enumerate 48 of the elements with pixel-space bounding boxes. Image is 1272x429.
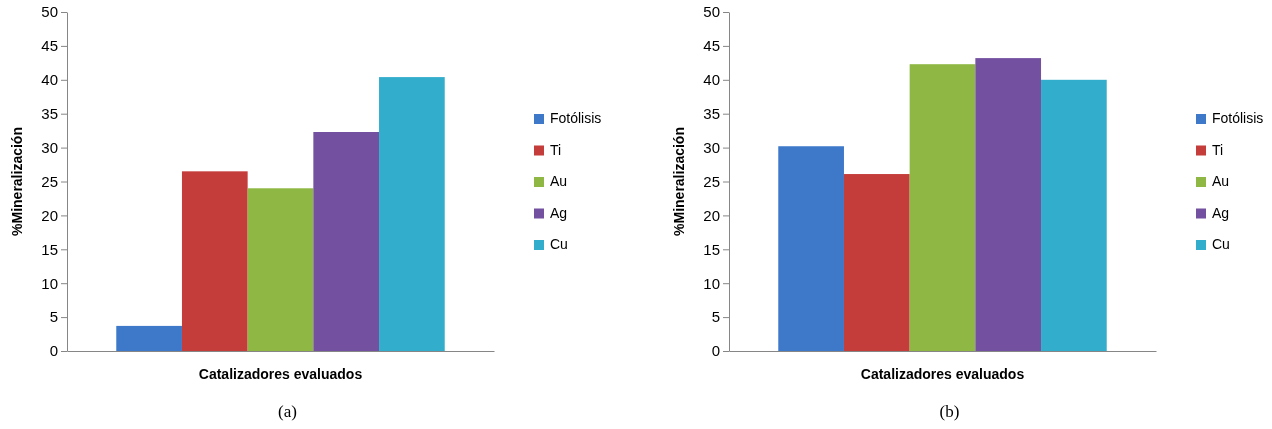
bar (313, 132, 380, 351)
y-tick-label: 45 (703, 37, 720, 55)
y-tick-label: 30 (703, 138, 720, 156)
y-tick-label: 5 (49, 308, 58, 326)
y-tick-label: 15 (41, 240, 58, 258)
text: (b) (939, 402, 960, 421)
y-tick-label: 50 (41, 3, 58, 21)
y-tick-label: 5 (711, 308, 720, 326)
y-tick-label: 35 (41, 105, 58, 122)
legend-label: Ag (550, 204, 568, 221)
y-tick-label: 15 (703, 240, 720, 258)
bar (379, 77, 445, 351)
y-tick-label: 10 (41, 274, 58, 292)
bar (247, 188, 314, 351)
legend-label: Ag (1212, 204, 1230, 221)
y-tick-label: 45 (41, 37, 58, 55)
bar (975, 58, 1042, 351)
y-tick-label: 25 (41, 172, 58, 190)
y-tick-label: 0 (711, 342, 720, 360)
y-tick-label: 10 (703, 274, 720, 292)
legend-label: Au (550, 173, 568, 189)
x-axis-title: Catalizadores evaluados (198, 366, 363, 382)
legend-label: Fotólisis (1212, 110, 1264, 126)
y-tick-label: 35 (703, 105, 720, 122)
legend-label: Fotólisis (550, 110, 602, 126)
legend-label: Cu (550, 236, 568, 252)
legend-label: Ti (550, 141, 562, 158)
y-tick-label: 20 (41, 206, 58, 224)
legend-label: Ti (1212, 141, 1224, 158)
y-tick-label: 20 (703, 206, 720, 224)
y-axis-title: %Mineralización (9, 127, 25, 236)
y-tick-label: 30 (41, 138, 58, 156)
bar (116, 325, 182, 351)
bar (1041, 79, 1107, 351)
y-tick-label: 50 (703, 3, 720, 21)
legend-label: Cu (1212, 236, 1230, 252)
y-axis-title: %Mineralización (671, 127, 687, 236)
text: (a) (278, 402, 297, 421)
bar (843, 174, 910, 351)
y-tick-label: 0 (49, 342, 58, 360)
x-axis-title: Catalizadores evaluados (860, 366, 1025, 382)
bar (909, 64, 976, 351)
legend-label: Au (1212, 173, 1230, 189)
y-tick-label: 25 (703, 172, 720, 190)
bar (181, 171, 248, 351)
bar (778, 146, 844, 351)
y-tick-label: 40 (703, 71, 720, 89)
y-tick-label: 40 (41, 71, 58, 89)
